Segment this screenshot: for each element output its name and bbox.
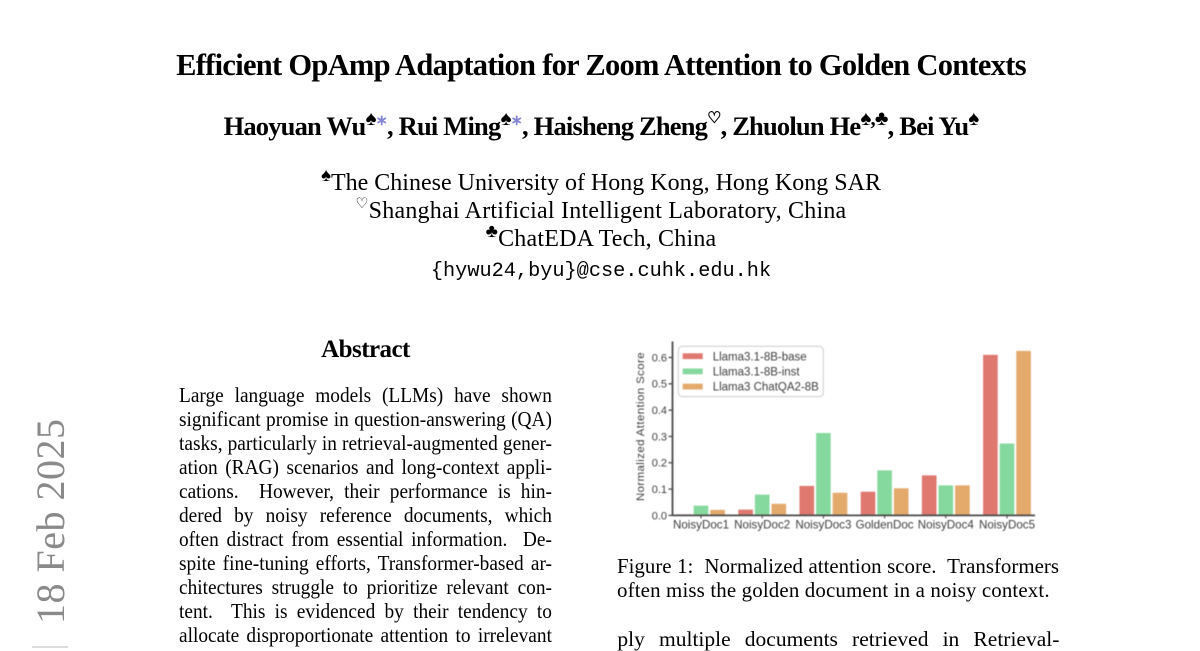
svg-text:0.4: 0.4 bbox=[652, 405, 667, 417]
svg-text:NoisyDoc5: NoisyDoc5 bbox=[979, 519, 1035, 532]
svg-text:0.6: 0.6 bbox=[652, 352, 667, 364]
svg-text:0.0: 0.0 bbox=[652, 510, 667, 522]
svg-text:GoldenDoc: GoldenDoc bbox=[856, 519, 914, 532]
svg-text:Normalized Attention Score: Normalized Attention Score bbox=[635, 352, 647, 501]
svg-text:NoisyDoc2: NoisyDoc2 bbox=[734, 519, 790, 532]
svg-text:NoisyDoc1: NoisyDoc1 bbox=[673, 519, 729, 532]
svg-text:NoisyDoc4: NoisyDoc4 bbox=[918, 519, 975, 532]
svg-text:Llama3.1-8B-inst: Llama3.1-8B-inst bbox=[713, 367, 801, 379]
svg-text:Llama3 ChatQA2-8B: Llama3 ChatQA2-8B bbox=[713, 382, 819, 394]
svg-text:0.5: 0.5 bbox=[652, 379, 667, 391]
svg-text:0.2: 0.2 bbox=[652, 458, 667, 470]
svg-text:0.3: 0.3 bbox=[652, 431, 667, 443]
svg-text:NoisyDoc3: NoisyDoc3 bbox=[795, 519, 851, 532]
svg-text:0.1: 0.1 bbox=[652, 484, 667, 496]
svg-text:Llama3.1-8B-base: Llama3.1-8B-base bbox=[713, 351, 807, 363]
